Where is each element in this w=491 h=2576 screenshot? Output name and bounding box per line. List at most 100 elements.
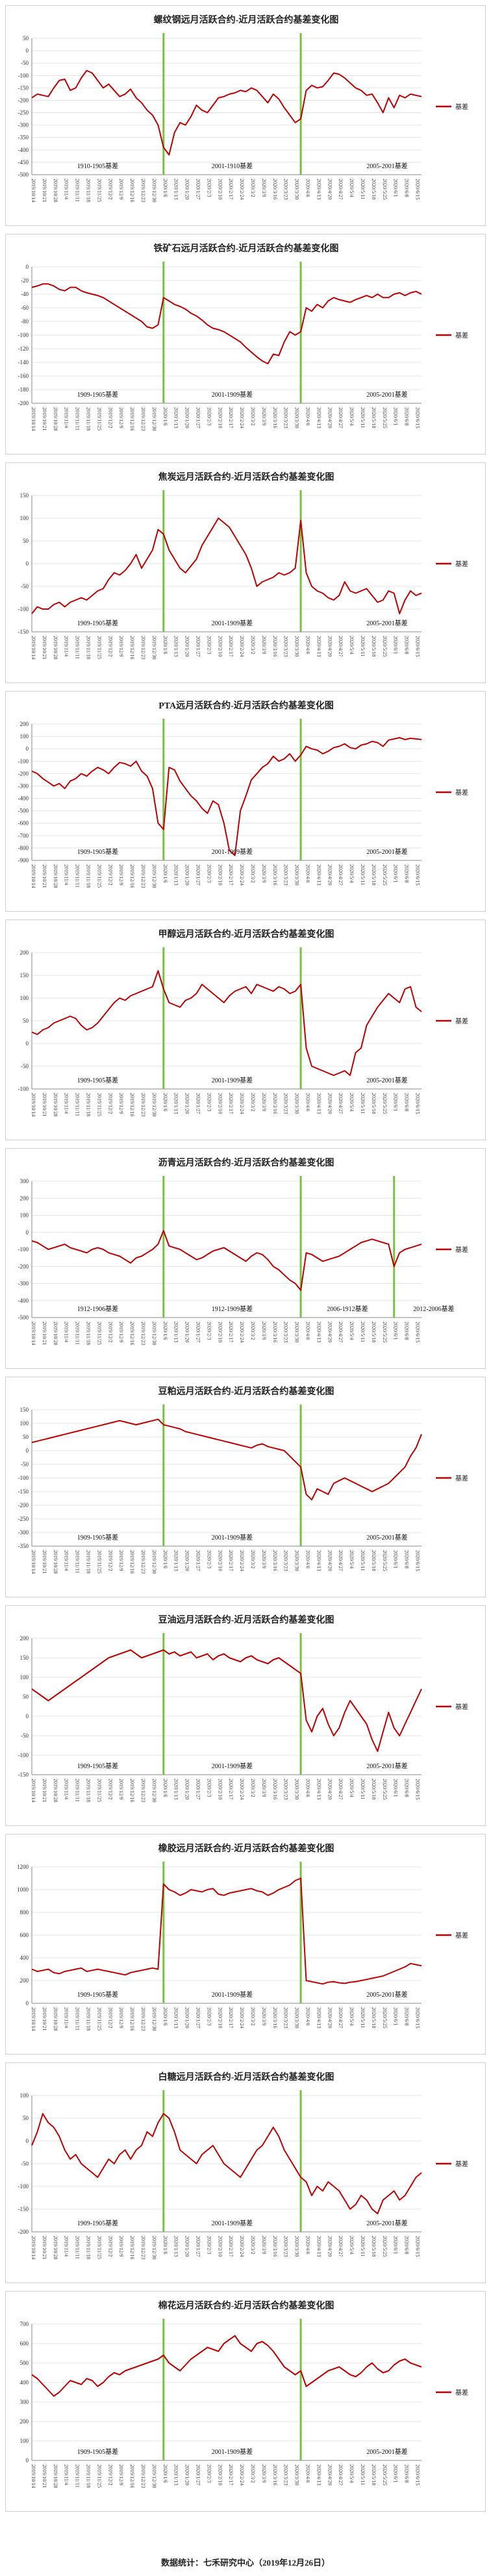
x-tick-label: 2020/1/27 <box>195 179 201 199</box>
y-tick-label: -100 <box>18 2183 29 2190</box>
legend-label: 基差 <box>455 2160 468 2168</box>
x-tick-label: 2020/5/4 <box>349 407 355 425</box>
x-tick-label: 2020/6/1 <box>393 2464 399 2482</box>
x-tick-label: 2019/12/23 <box>140 2464 146 2488</box>
x-tick-label: 2020/5/11 <box>360 407 366 428</box>
x-tick-label: 2019/11/25 <box>96 1093 102 1116</box>
x-tick-label: 2020/5/11 <box>360 636 366 657</box>
x-tick-label: 2020/6/8 <box>404 2236 410 2254</box>
x-tick-label: 2019/12/2 <box>107 179 113 199</box>
y-tick-label: 600 <box>20 1932 29 1938</box>
x-tick-label: 2020/2/24 <box>239 2464 245 2485</box>
x-tick-label: 2019/12/16 <box>129 1779 135 1802</box>
x-tick-label: 2020/5/4 <box>349 2007 355 2025</box>
x-tick-label: 2020/2/10 <box>217 179 223 199</box>
x-tick-label: 2020/3/2 <box>250 407 256 425</box>
x-tick-label: 2020/3/9 <box>261 864 267 882</box>
x-tick-label: 2020/2/24 <box>239 1093 245 1114</box>
y-tick-label: 0 <box>26 1713 29 1719</box>
x-tick-label: 2020/5/18 <box>371 864 377 885</box>
chart-panel: 沥青远月活跃合约-近月活跃合约基差变化图 300 200 100 0 -100 -200 -3… <box>5 1148 486 1369</box>
y-tick-label: 100 <box>20 995 29 1001</box>
x-tick-label: 2019/10/14 <box>31 179 36 202</box>
x-tick-label: 2020/5/4 <box>349 2236 355 2254</box>
contract-label: 1909-1905基差 <box>77 847 118 856</box>
x-tick-label: 2020/1/20 <box>184 2007 190 2028</box>
x-tick-label: 2020/5/11 <box>360 1550 366 1571</box>
x-tick-label: 2019/10/21 <box>42 1321 47 1345</box>
series-line <box>31 1418 422 1501</box>
legend-label: 基差 <box>455 1703 468 1711</box>
x-tick-label: 2019/12/2 <box>107 1550 113 1571</box>
chart-panel: 橡胶远月活跃合约-近月活跃合约基差变化图 1200 1000 800 600 400 200… <box>5 1834 486 2055</box>
chart-title: 豆粕远月活跃合约-近月活跃合约基差变化图 <box>158 1386 334 1397</box>
x-tick-label: 2020/2/3 <box>206 179 212 197</box>
x-tick-label: 2020/3/23 <box>283 2007 289 2028</box>
chart-svg: 棉花远月活跃合约-近月活跃合约基差变化图 700 600 500 400 300 200 10… <box>20 2300 469 2488</box>
y-tick-label: 0 <box>26 2000 29 2007</box>
contract-label: 2012-2006基差 <box>413 1305 454 1313</box>
x-tick-label: 2020/3/16 <box>272 407 278 428</box>
x-tick-label: 2020/1/13 <box>173 2464 179 2485</box>
x-tick-label: 2020/4/13 <box>316 864 321 885</box>
y-tick-label: -400 <box>18 1297 29 1304</box>
x-tick-label: 2020/3/23 <box>283 864 289 885</box>
x-tick-label: 2020/2/3 <box>206 2007 212 2025</box>
y-tick-label: 50 <box>23 1434 29 1440</box>
x-tick-label: 2020/2/17 <box>228 1093 234 1114</box>
x-tick-label: 2020/1/20 <box>184 1093 190 1114</box>
x-tick-label: 2020/2/17 <box>228 179 234 199</box>
chart-svg: 焦炭远月活跃合约-近月活跃合约基差变化图 150 100 50 0 -50 -100 -150… <box>18 471 469 659</box>
x-tick-label: 2019/11/18 <box>86 2236 92 2259</box>
x-tick-label: 2020/6/15 <box>415 1550 421 1571</box>
y-tick-label: -100 <box>18 606 29 612</box>
x-tick-label: 2020/6/8 <box>404 1321 410 1340</box>
x-tick-label: 2019/11/11 <box>75 1779 81 1802</box>
x-tick-label: 2019/10/14 <box>31 1550 36 1573</box>
chart-svg: 豆粕远月活跃合约-近月活跃合约基差变化图 150 100 50 0 -50 -100 -150… <box>18 1386 469 1573</box>
x-tick-label: 2019/10/21 <box>42 636 47 659</box>
x-tick-label: 2020/3/30 <box>294 407 300 428</box>
x-tick-label: 2019/11/25 <box>96 1779 102 1802</box>
x-tick-label: 2020/5/25 <box>382 2236 388 2257</box>
y-tick-label: -300 <box>18 1529 29 1536</box>
x-tick-label: 2019/12/30 <box>151 1093 157 1116</box>
x-tick-label: 2020/2/24 <box>239 2236 245 2257</box>
x-tick-label: 2020/1/13 <box>173 407 179 428</box>
x-tick-label: 2020/1/27 <box>195 2007 201 2028</box>
y-tick-label: 1200 <box>17 1864 29 1870</box>
y-tick-label: -300 <box>18 122 29 129</box>
x-tick-label: 2020/3/16 <box>272 636 278 657</box>
x-tick-label: 2020/6/15 <box>415 407 421 428</box>
y-tick-label: -500 <box>18 171 29 178</box>
x-tick-label: 2019/11/25 <box>96 1321 102 1345</box>
x-tick-label: 2020/5/18 <box>371 407 377 428</box>
x-tick-label: 2020/3/2 <box>250 2007 256 2025</box>
x-tick-label: 2020/3/2 <box>250 636 256 654</box>
y-tick-label: 0 <box>26 1040 29 1047</box>
x-tick-label: 2020/4/13 <box>316 2464 321 2485</box>
y-tick-label: -150 <box>18 2206 29 2212</box>
x-tick-label: 2020/6/8 <box>404 1093 410 1111</box>
x-tick-label: 2019/11/4 <box>64 864 69 885</box>
x-tick-label: 2020/2/10 <box>217 2007 223 2028</box>
contract-label: 2005-2001基差 <box>366 2219 407 2227</box>
y-tick-label: -50 <box>21 1461 29 1468</box>
series-line <box>31 1649 422 1752</box>
x-tick-label: 2020/5/25 <box>382 2007 388 2028</box>
contract-label: 2001-1909基差 <box>212 1533 253 1542</box>
y-tick-label: -200 <box>18 770 29 777</box>
y-tick-label: -50 <box>21 1732 29 1739</box>
x-tick-label: 2020/5/4 <box>349 1093 355 1111</box>
y-tick-label: -100 <box>18 1246 29 1253</box>
x-tick-label: 2019/12/23 <box>140 2236 146 2259</box>
x-tick-label: 2020/3/23 <box>283 2236 289 2257</box>
y-tick-label: -400 <box>18 795 29 802</box>
x-tick-label: 2020/4/13 <box>316 407 321 428</box>
x-tick-label: 2020/1/27 <box>195 2464 201 2485</box>
x-tick-label: 2019/12/2 <box>107 1321 113 1342</box>
y-tick-label: 200 <box>20 2418 29 2425</box>
x-tick-label: 2019/11/18 <box>86 2007 92 2031</box>
chart-svg: 白糖远月活跃合约-近月活跃合约基差变化图 100 50 0 -50 -100 -150 -20… <box>18 2071 469 2259</box>
y-tick-label: -300 <box>18 782 29 789</box>
